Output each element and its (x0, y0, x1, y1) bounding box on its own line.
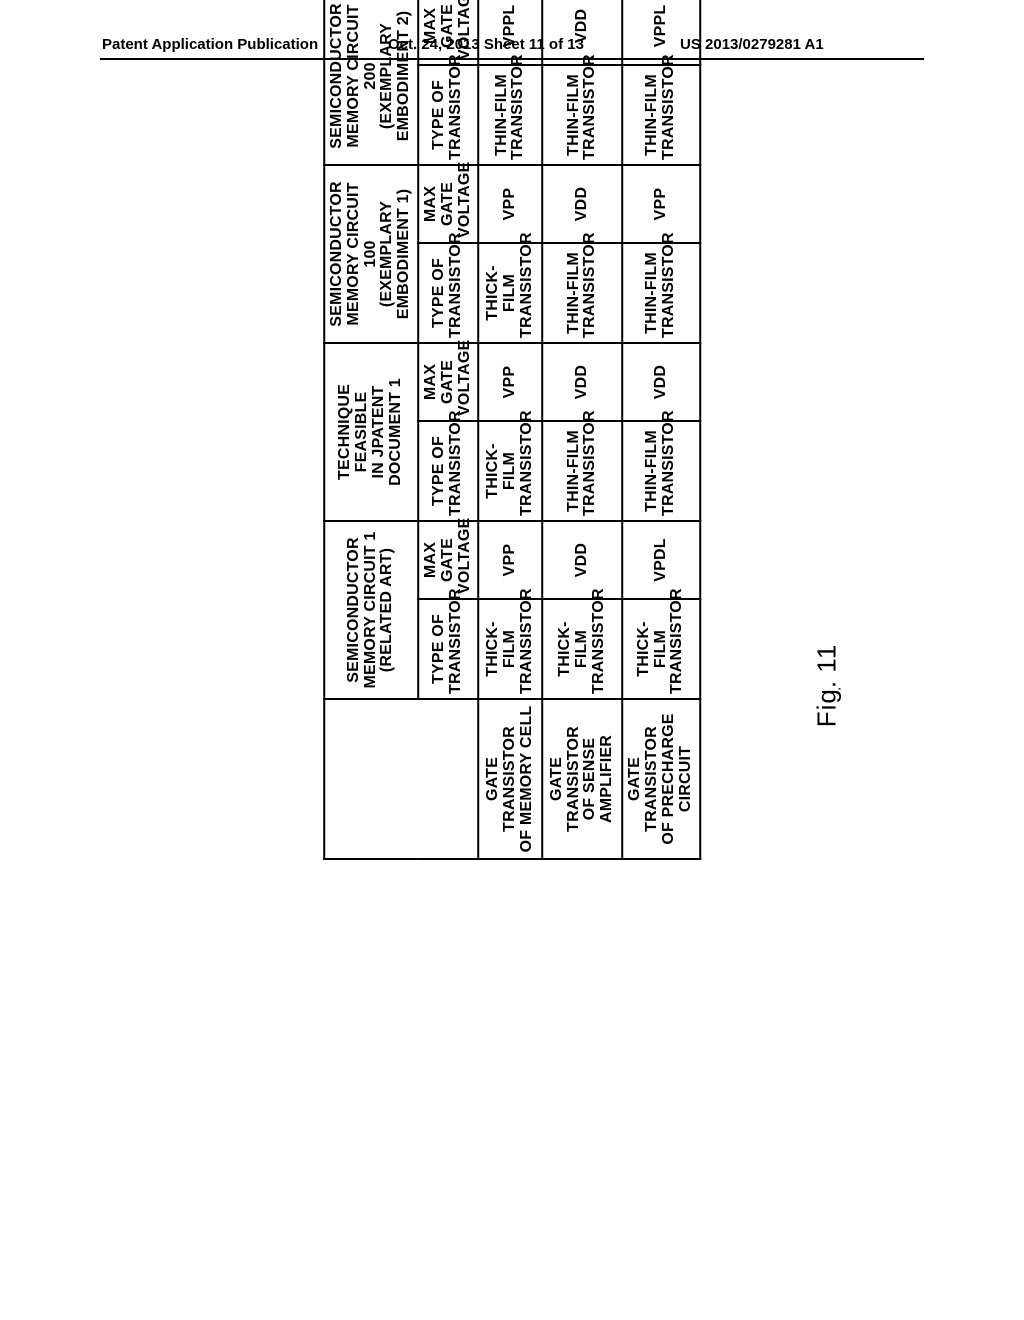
cell: VPDL (623, 521, 700, 599)
header-right: US 2013/0279281 A1 (680, 36, 824, 53)
row-label-1: GATE TRANSISTOROF SENSE AMPLIFIER (543, 699, 623, 859)
table-row: GATE TRANSISTOROF SENSE AMPLIFIER THICK-… (543, 0, 623, 859)
caption-num: 11 (812, 644, 842, 681)
cell: THIN-FILMTRANSISTOR (623, 65, 700, 165)
row-label-2: GATE TRANSISTOROF PRECHARGE CIRCUIT (623, 699, 700, 859)
corner-blank (324, 699, 478, 859)
rotated-wrapper: SEMICONDUCTORMEMORY CIRCUIT 1(RELATED AR… (323, 160, 701, 860)
cell: THICK-FILMTRANSISTOR (479, 421, 543, 521)
header-left: Patent Application Publication (102, 36, 318, 53)
figure-caption: Fig. 11 (812, 644, 843, 728)
figure-area: SEMICONDUCTORMEMORY CIRCUIT 1(RELATED AR… (98, 150, 926, 870)
cell: THIN-FILMTRANSISTOR (543, 243, 623, 343)
subhdr-type-2: TYPE OFTRANSISTOR (418, 243, 478, 343)
cell: THIN-FILMTRANSISTOR (543, 65, 623, 165)
row-label-0: GATE TRANSISTOROF MEMORY CELL (479, 699, 543, 859)
cell: THIN-FILMTRANSISTOR (623, 243, 700, 343)
cell: THICK-FILMTRANSISTOR (479, 243, 543, 343)
cell: THIN-FILMTRANSISTOR (623, 421, 700, 521)
subhdr-type-0: TYPE OFTRANSISTOR (418, 599, 478, 699)
caption-prefix: Fi (812, 704, 842, 728)
group-header-3: SEMICONDUCTORMEMORY CIRCUIT 200(EXEMPLAR… (324, 0, 418, 165)
group-header-1: TECHNIQUE FEASIBLEIN JPATENT DOCUMENT 1 (324, 343, 418, 521)
subhdr-type-1: TYPE OFTRANSISTOR (418, 421, 478, 521)
cell: THIN-FILMTRANSISTOR (543, 421, 623, 521)
comparison-table: SEMICONDUCTORMEMORY CIRCUIT 1(RELATED AR… (323, 0, 701, 860)
table-row: GATE TRANSISTOROF PRECHARGE CIRCUIT THIC… (623, 0, 700, 859)
caption-g: g (812, 688, 842, 703)
cell: THICK-FILMTRANSISTOR (623, 599, 700, 699)
group-header-0: SEMICONDUCTORMEMORY CIRCUIT 1(RELATED AR… (324, 521, 418, 699)
cell: THIN-FILMTRANSISTOR (479, 65, 543, 165)
caption-dot: . (812, 681, 842, 688)
cell: THICK-FILMTRANSISTOR (543, 599, 623, 699)
cell: THICK-FILMTRANSISTOR (479, 599, 543, 699)
subhdr-type-3: TYPE OFTRANSISTOR (418, 65, 478, 165)
cell: VDD (543, 521, 623, 599)
table-row: GATE TRANSISTOROF MEMORY CELL THICK-FILM… (479, 0, 543, 859)
group-header-row: SEMICONDUCTORMEMORY CIRCUIT 1(RELATED AR… (324, 0, 418, 859)
group-header-2: SEMICONDUCTORMEMORY CIRCUIT 100(EXEMPLAR… (324, 165, 418, 343)
